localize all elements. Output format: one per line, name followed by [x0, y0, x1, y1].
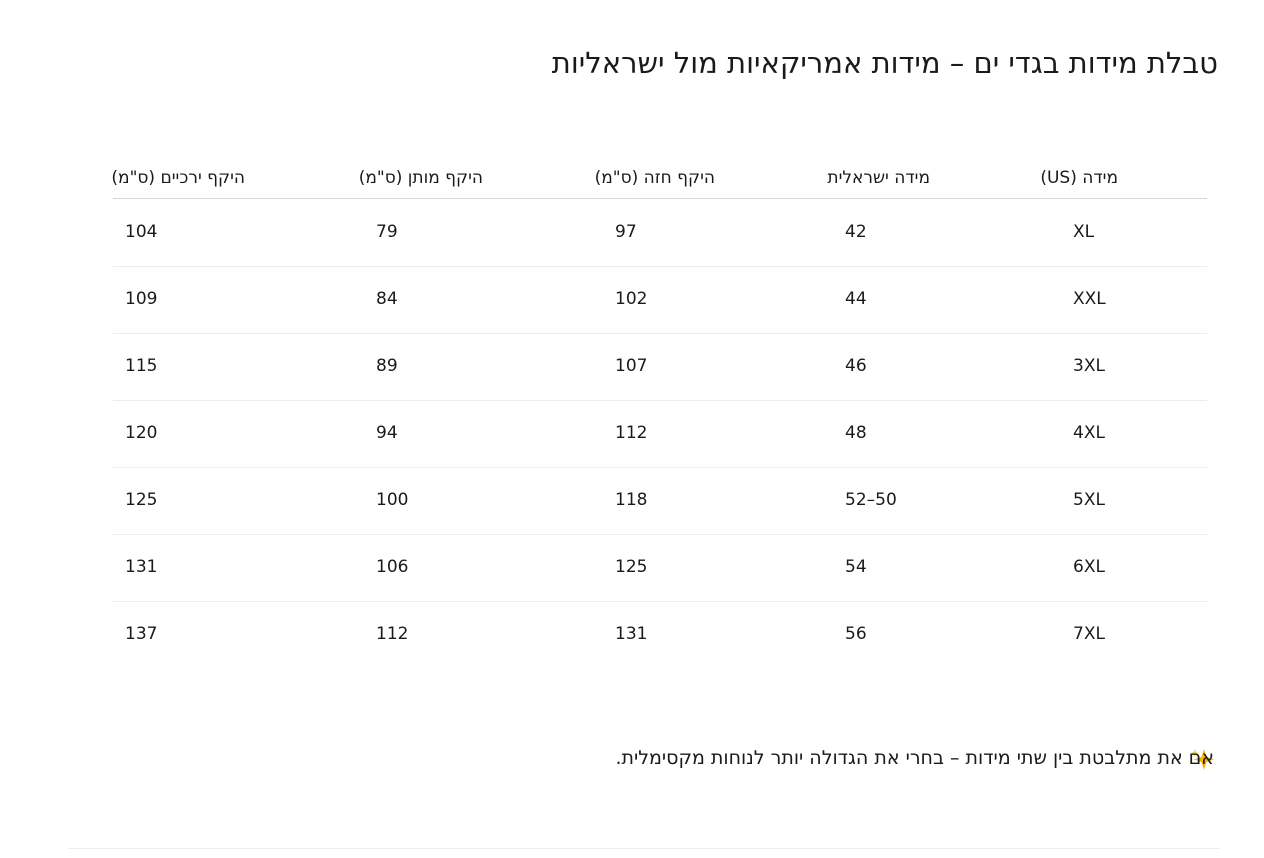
column-header: מידה ישראלית	[827, 168, 930, 188]
table-cell: 56	[845, 624, 867, 644]
column-header: מידה (US)	[1040, 168, 1118, 188]
table-cell: 112	[615, 423, 648, 443]
table-cell: 46	[845, 356, 867, 376]
table-cell: 97	[615, 222, 637, 242]
table-cell: 120	[125, 423, 158, 443]
table-cell: 54	[845, 557, 867, 577]
table-cell: 79	[376, 222, 398, 242]
table-cell: 84	[376, 289, 398, 309]
table-cell: XXL	[1073, 289, 1106, 309]
table-cell: 112	[376, 624, 409, 644]
row-divider	[113, 266, 1207, 267]
table-cell: 131	[125, 557, 158, 577]
table-cell: 102	[615, 289, 648, 309]
table-cell: 94	[376, 423, 398, 443]
header-rule	[113, 198, 1207, 199]
row-divider	[113, 601, 1207, 602]
table-cell: 4XL	[1073, 423, 1105, 443]
note: אם את מתלבטת בין שתי מידות – בחרי את הגד…	[615, 747, 1214, 769]
sparkle-icon	[1191, 749, 1214, 770]
table-cell: 107	[615, 356, 648, 376]
table-cell: 89	[376, 356, 398, 376]
table-cell: 125	[615, 557, 648, 577]
bottom-rule	[68, 848, 1220, 849]
column-header: היקף מותן (ס"מ)	[358, 168, 483, 188]
table-cell: 5XL	[1073, 490, 1105, 510]
table-cell: 115	[125, 356, 158, 376]
table-cell: 50–52	[845, 490, 897, 510]
table-cell: 6XL	[1073, 557, 1105, 577]
row-divider	[113, 534, 1207, 535]
table-cell: 131	[615, 624, 648, 644]
row-divider	[113, 400, 1207, 401]
column-header: היקף חזה (ס"מ)	[594, 168, 715, 188]
table-cell: 104	[125, 222, 158, 242]
column-header: היקף ירכיים (ס"מ)	[111, 168, 245, 188]
table-cell: 125	[125, 490, 158, 510]
table-cell: 48	[845, 423, 867, 443]
table-cell: 118	[615, 490, 648, 510]
table-cell: XL	[1073, 222, 1095, 242]
table-cell: 137	[125, 624, 158, 644]
page-title: טבלת מידות בגדי ים – מידות אמריקאיות מול…	[551, 46, 1218, 80]
table-cell: 44	[845, 289, 867, 309]
table-cell: 100	[376, 490, 409, 510]
row-divider	[113, 333, 1207, 334]
row-divider	[113, 467, 1207, 468]
table-cell: 106	[376, 557, 409, 577]
table-cell: 42	[845, 222, 867, 242]
table-cell: 3XL	[1073, 356, 1105, 376]
table-cell: 7XL	[1073, 624, 1105, 644]
table-cell: 109	[125, 289, 158, 309]
